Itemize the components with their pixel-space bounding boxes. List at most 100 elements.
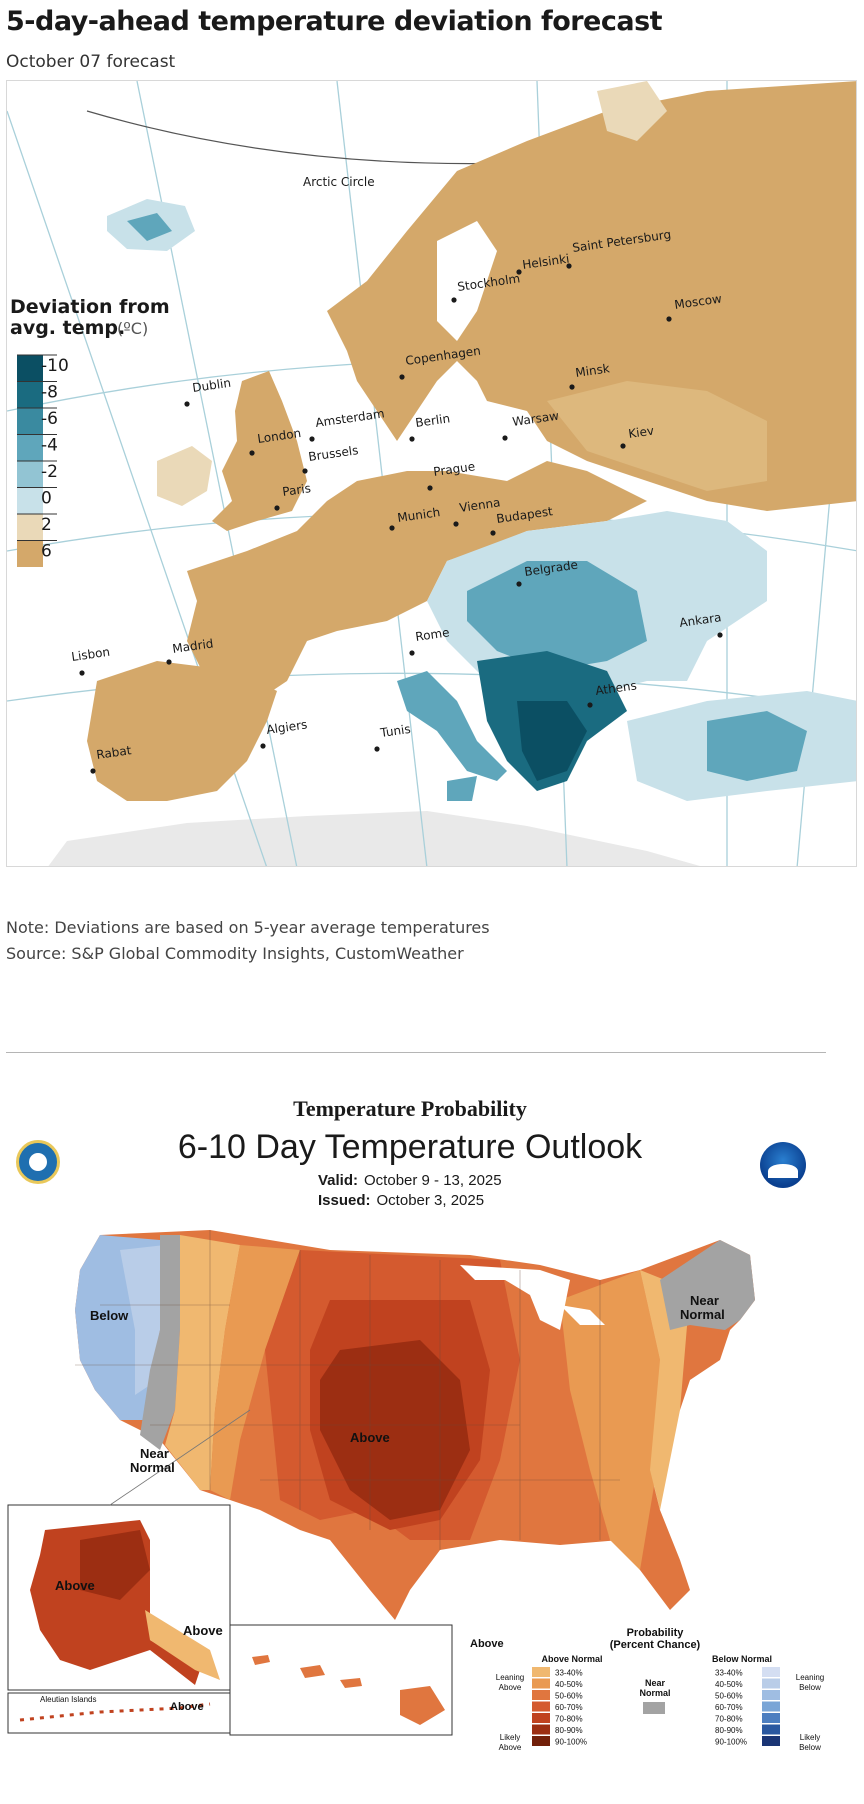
great-britain-landmass bbox=[212, 371, 307, 531]
central-above-core bbox=[320, 1340, 470, 1520]
legend-tick-label: 0 bbox=[41, 489, 52, 509]
legend-above-swatch bbox=[532, 1701, 550, 1712]
europe-map: Deviation from avg. temp. (ºC) -10 -8 -6 -4… bbox=[6, 80, 857, 867]
city-label: Tunis bbox=[378, 722, 411, 740]
legend-swatch-4 bbox=[17, 461, 43, 488]
city-label: Lisbon bbox=[70, 645, 110, 664]
city-label: Athens bbox=[594, 678, 637, 698]
city-dot bbox=[516, 581, 522, 587]
europe-map-canvas: Deviation from avg. temp. (ºC) -10 -8 -6 -4… bbox=[7, 81, 856, 866]
aleutian-islands-label: Aleutian Islands bbox=[40, 1695, 96, 1704]
legend-below-range: 40-50% bbox=[715, 1680, 743, 1689]
europe-legend: Deviation from avg. temp. (ºC) -10 -8 -6 -4… bbox=[10, 296, 170, 567]
legend-above-range: 70-80% bbox=[555, 1715, 583, 1724]
aleutian-above-label: Above bbox=[170, 1701, 204, 1713]
legend-below-swatch bbox=[762, 1678, 780, 1689]
city-dot bbox=[427, 485, 433, 491]
legend-below-swatch bbox=[762, 1736, 780, 1746]
iberia-landmass bbox=[87, 661, 277, 801]
commerce-seal-icon bbox=[16, 1140, 60, 1184]
valid-value: October 9 - 13, 2025 bbox=[364, 1172, 502, 1189]
city-dot bbox=[166, 659, 172, 665]
city-label: Minsk bbox=[574, 361, 610, 380]
leaning-below-2: Below bbox=[799, 1683, 821, 1692]
europe-map-title: 5-day-ahead temperature deviation foreca… bbox=[6, 6, 663, 37]
leaning-above-1: Leaning bbox=[496, 1673, 524, 1682]
north-africa-landmass bbox=[48, 811, 700, 866]
west-normal-label: Normal bbox=[130, 1460, 175, 1475]
legend-below-header: Below Normal bbox=[712, 1654, 772, 1664]
ne-normal-label: Normal bbox=[680, 1307, 725, 1322]
legend-above-header: Above Normal bbox=[541, 1654, 602, 1664]
city-dot bbox=[451, 297, 457, 303]
ireland-landmass bbox=[157, 446, 212, 506]
city-label: Rome bbox=[414, 625, 450, 644]
northeast-near-normal-zone bbox=[660, 1240, 755, 1330]
legend-probability-title: Probability bbox=[627, 1627, 685, 1639]
leaning-below-1: Leaning bbox=[796, 1673, 824, 1682]
city-dot bbox=[516, 269, 522, 275]
city-dot bbox=[490, 530, 496, 536]
us-outlook-title: 6-10 Day Temperature Outlook bbox=[177, 1128, 643, 1166]
europe-map-source: Source: S&P Global Commodity Insights, C… bbox=[6, 944, 464, 963]
us-outlook-map: Below Near Normal Near Normal Above Abov… bbox=[7, 1230, 824, 1752]
legend-below-range: 90-100% bbox=[715, 1738, 747, 1747]
legend-near-swatch bbox=[643, 1702, 665, 1714]
us-legend: Probability (Percent Chance) Above Norma… bbox=[496, 1627, 824, 1752]
legend-tick-label: -8 bbox=[41, 383, 58, 403]
likely-below-1: Likely bbox=[800, 1733, 820, 1742]
europe-map-note: Note: Deviations are based on 5-year ave… bbox=[6, 918, 490, 937]
city-label: Dublin bbox=[191, 376, 231, 395]
legend-rows: 33-40% 33-40% 40-50% 40-50% 50-60% 50-60% 60-7… bbox=[532, 1667, 780, 1747]
legend-below-swatch bbox=[762, 1690, 780, 1700]
likely-above-2: Above bbox=[499, 1743, 522, 1752]
city-dot bbox=[302, 468, 308, 474]
city-label: Prague bbox=[432, 459, 475, 479]
city-dot bbox=[374, 746, 380, 752]
issued-date: Issued: October 3, 2025 bbox=[318, 1192, 484, 1209]
city-dot bbox=[79, 670, 85, 676]
legend-probability-subtitle: (Percent Chance) bbox=[610, 1639, 701, 1651]
legend-near-label-1: Near bbox=[645, 1678, 666, 1688]
italy-landmass bbox=[397, 671, 507, 781]
valid-label: Valid: bbox=[318, 1172, 359, 1189]
legend-above-range: 80-90% bbox=[555, 1726, 583, 1735]
legend-unit: (ºC) bbox=[117, 319, 148, 338]
valid-dates: Valid: October 9 - 13, 2025 bbox=[318, 1172, 502, 1189]
city-dot bbox=[717, 632, 723, 638]
city-label: Vienna bbox=[458, 495, 501, 515]
below-label: Below bbox=[90, 1308, 129, 1323]
legend-above-range: 60-70% bbox=[555, 1703, 583, 1712]
legend-tick-label: -6 bbox=[41, 409, 58, 429]
city-dot bbox=[90, 768, 96, 774]
temperature-probability-heading: Temperature Probability bbox=[293, 1096, 527, 1121]
city-label: Moscow bbox=[673, 291, 722, 312]
legend-color-scale: -10 -8 -6 -4 -2 0 2 6 bbox=[17, 354, 69, 567]
city-label: Berlin bbox=[414, 411, 450, 430]
city-dot bbox=[274, 505, 280, 511]
legend-title-line2: avg. temp. bbox=[10, 317, 125, 339]
city-label: London bbox=[256, 426, 302, 446]
legend-swatch-0 bbox=[17, 355, 43, 382]
legend-tick-label: 2 bbox=[41, 515, 52, 535]
legend-tick-label: -4 bbox=[41, 436, 58, 456]
city-dot bbox=[502, 435, 508, 441]
legend-tick-label: -2 bbox=[41, 462, 58, 482]
legend-swatch-2 bbox=[17, 408, 43, 435]
noaa-logo-icon bbox=[760, 1142, 806, 1188]
city-dot bbox=[389, 525, 395, 531]
likely-above-1: Likely bbox=[500, 1733, 520, 1742]
city-dot bbox=[409, 650, 415, 656]
europe-map-subtitle: October 07 forecast bbox=[6, 52, 176, 72]
city-dot bbox=[587, 702, 593, 708]
city-label: Kiev bbox=[627, 424, 654, 441]
legend-above-swatch bbox=[532, 1678, 550, 1689]
legend-below-range: 70-80% bbox=[715, 1715, 743, 1724]
alaska-se-above-label: Above bbox=[183, 1623, 223, 1638]
city-dot bbox=[666, 316, 672, 322]
city-label: Munich bbox=[396, 505, 441, 525]
legend-below-range: 50-60% bbox=[715, 1692, 743, 1701]
legend-swatch-1 bbox=[17, 381, 43, 408]
aleutian-inset-frame bbox=[7, 1692, 231, 1734]
western-europe-landmass bbox=[187, 461, 647, 701]
